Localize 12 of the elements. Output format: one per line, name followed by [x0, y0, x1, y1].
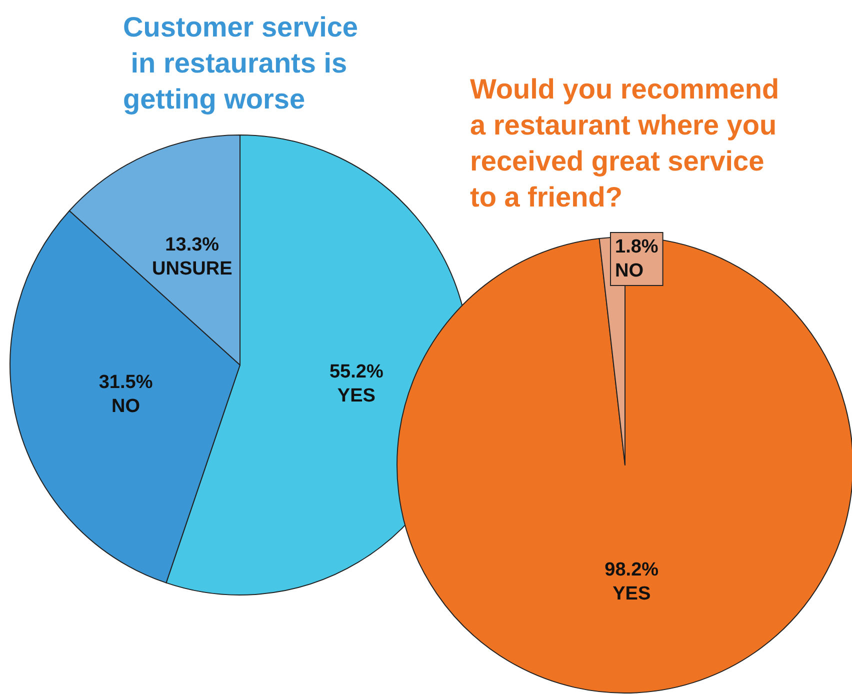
slice-label: UNSURE: [152, 258, 232, 280]
slice-label: NO: [112, 396, 140, 418]
data-label: 1.8%: [615, 236, 658, 258]
slice-label: YES: [612, 583, 651, 604]
chart-title: Would you recommend a restaurant where you received great service to a friend?: [470, 74, 787, 212]
data-label: 98.2%: [604, 559, 659, 580]
slice-label: NO: [615, 260, 644, 282]
data-label: 55.2%: [329, 362, 384, 383]
data-label: 13.3%: [165, 234, 220, 256]
data-label: 31.5%: [98, 372, 153, 394]
slice-label: YES: [337, 386, 376, 407]
chart-title: Customer service in restaurants is getting worse: [123, 12, 358, 114]
